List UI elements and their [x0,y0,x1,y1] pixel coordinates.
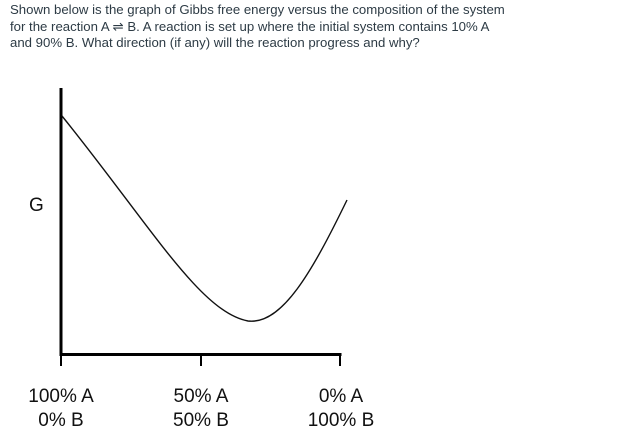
tick-label-line: 50% A [173,386,229,407]
tick-label-line: 100% B [307,410,375,431]
tick-label-line: 100% A [28,386,94,407]
question-line-3: and 90% B. What direction (if any) will … [10,35,420,50]
question-line-2: for the reaction A ⇌ B. A reaction is se… [10,18,490,34]
gibbs-energy-curve [61,115,348,322]
tick-label-50a-50b: 50% A 50% B [151,385,251,433]
tick-label-0a-100b: 0% A 100% B [291,385,391,433]
tick-label-line: 0% A [318,386,364,407]
question-text: Shown below is the graph of Gibbs free e… [10,2,610,52]
tick-label-100a-0b: 100% A 0% B [11,385,111,433]
tick-label-line: 50% B [173,410,229,431]
tick-label-line: 0% B [38,410,84,431]
question-line-1: Shown below is the graph of Gibbs free e… [10,2,505,17]
y-axis-label: G [29,195,44,216]
